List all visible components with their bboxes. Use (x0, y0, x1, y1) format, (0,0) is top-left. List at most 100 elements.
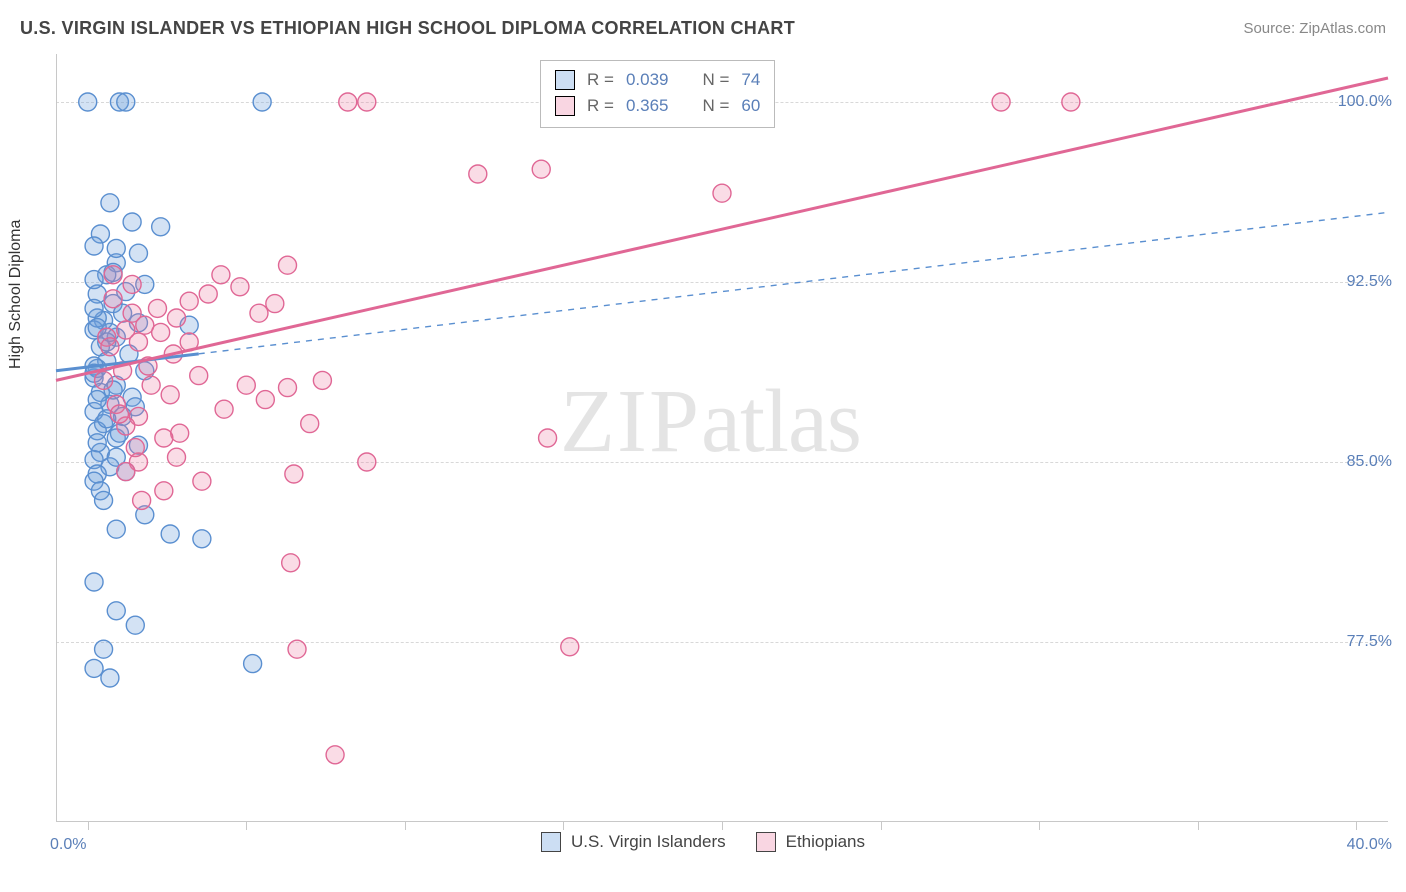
scatter-point-eth (282, 554, 300, 572)
scatter-point-usvi (95, 491, 113, 509)
scatter-point-eth (539, 429, 557, 447)
scatter-point-eth (288, 640, 306, 658)
scatter-point-eth (250, 304, 268, 322)
scatter-point-eth (142, 376, 160, 394)
r-value-eth: 0.365 (626, 93, 669, 119)
scatter-point-usvi (101, 194, 119, 212)
scatter-point-eth (155, 482, 173, 500)
legend-label-eth: Ethiopians (786, 832, 865, 852)
legend-item-usvi: U.S. Virgin Islanders (541, 832, 726, 852)
scatter-point-eth (155, 429, 173, 447)
scatter-plot (56, 54, 1388, 822)
n-label: N = (702, 67, 729, 93)
x-tick-mark (1039, 822, 1040, 830)
scatter-point-eth (713, 184, 731, 202)
legend-row-eth: R = 0.365 N = 60 (555, 93, 760, 119)
scatter-point-eth (190, 367, 208, 385)
swatch-eth (756, 832, 776, 852)
x-tick-label-min: 0.0% (50, 836, 86, 854)
scatter-point-eth (168, 309, 186, 327)
scatter-point-eth (358, 453, 376, 471)
scatter-point-eth (237, 376, 255, 394)
scatter-point-usvi (253, 93, 271, 111)
scatter-point-eth (133, 491, 151, 509)
scatter-point-eth (992, 93, 1010, 111)
r-value-usvi: 0.039 (626, 67, 669, 93)
scatter-point-usvi (107, 602, 125, 620)
scatter-point-usvi (126, 616, 144, 634)
scatter-point-eth (101, 338, 119, 356)
scatter-point-usvi (129, 244, 147, 262)
x-tick-mark (88, 822, 89, 830)
scatter-point-eth (358, 93, 376, 111)
scatter-point-usvi (101, 669, 119, 687)
scatter-point-eth (126, 439, 144, 457)
n-label: N = (702, 93, 729, 119)
scatter-point-usvi (85, 573, 103, 591)
scatter-point-usvi (85, 237, 103, 255)
scatter-point-eth (532, 160, 550, 178)
scatter-point-usvi (161, 525, 179, 543)
scatter-point-eth (231, 278, 249, 296)
x-tick-mark (563, 822, 564, 830)
scatter-point-eth (561, 638, 579, 656)
scatter-point-eth (193, 472, 211, 490)
scatter-point-usvi (88, 434, 106, 452)
scatter-point-usvi (95, 640, 113, 658)
scatter-point-usvi (79, 93, 97, 111)
source-label: Source: ZipAtlas.com (1243, 20, 1386, 37)
y-axis-label: High School Diploma (7, 220, 25, 369)
swatch-usvi (541, 832, 561, 852)
scatter-point-eth (148, 299, 166, 317)
scatter-point-eth (152, 323, 170, 341)
scatter-point-usvi (117, 93, 135, 111)
scatter-point-eth (313, 371, 331, 389)
trend-line-dash-usvi (199, 212, 1388, 353)
chart-title: U.S. VIRGIN ISLANDER VS ETHIOPIAN HIGH S… (20, 18, 795, 39)
series-legend: U.S. Virgin Islanders Ethiopians (0, 832, 1406, 852)
scatter-point-eth (104, 266, 122, 284)
scatter-point-eth (339, 93, 357, 111)
scatter-point-eth (117, 463, 135, 481)
scatter-point-eth (95, 371, 113, 389)
scatter-point-usvi (107, 520, 125, 538)
scatter-point-eth (199, 285, 217, 303)
scatter-point-usvi (193, 530, 211, 548)
scatter-point-eth (256, 391, 274, 409)
scatter-point-eth (161, 386, 179, 404)
scatter-point-usvi (85, 299, 103, 317)
x-tick-label-max: 40.0% (1347, 836, 1392, 854)
scatter-point-usvi (152, 218, 170, 236)
scatter-point-usvi (244, 655, 262, 673)
scatter-point-eth (301, 415, 319, 433)
scatter-point-eth (212, 266, 230, 284)
scatter-point-eth (104, 290, 122, 308)
scatter-point-eth (180, 292, 198, 310)
swatch-eth (555, 96, 575, 116)
swatch-usvi (555, 70, 575, 90)
legend-label-usvi: U.S. Virgin Islanders (571, 832, 726, 852)
scatter-point-eth (117, 321, 135, 339)
scatter-point-usvi (85, 659, 103, 677)
header: U.S. VIRGIN ISLANDER VS ETHIOPIAN HIGH S… (20, 18, 1386, 39)
scatter-point-eth (266, 295, 284, 313)
scatter-point-eth (326, 746, 344, 764)
legend-row-usvi: R = 0.039 N = 74 (555, 67, 760, 93)
scatter-point-eth (469, 165, 487, 183)
r-label: R = (587, 67, 614, 93)
correlation-legend: R = 0.039 N = 74 R = 0.365 N = 60 (540, 60, 775, 128)
scatter-point-eth (123, 275, 141, 293)
scatter-point-usvi (85, 271, 103, 289)
scatter-point-eth (285, 465, 303, 483)
n-value-usvi: 74 (741, 67, 760, 93)
scatter-point-usvi (88, 391, 106, 409)
scatter-point-eth (1062, 93, 1080, 111)
scatter-point-eth (279, 256, 297, 274)
x-tick-mark (405, 822, 406, 830)
scatter-point-eth (279, 379, 297, 397)
scatter-point-usvi (107, 239, 125, 257)
x-tick-mark (246, 822, 247, 830)
scatter-point-eth (110, 405, 128, 423)
x-tick-mark (881, 822, 882, 830)
r-label: R = (587, 93, 614, 119)
